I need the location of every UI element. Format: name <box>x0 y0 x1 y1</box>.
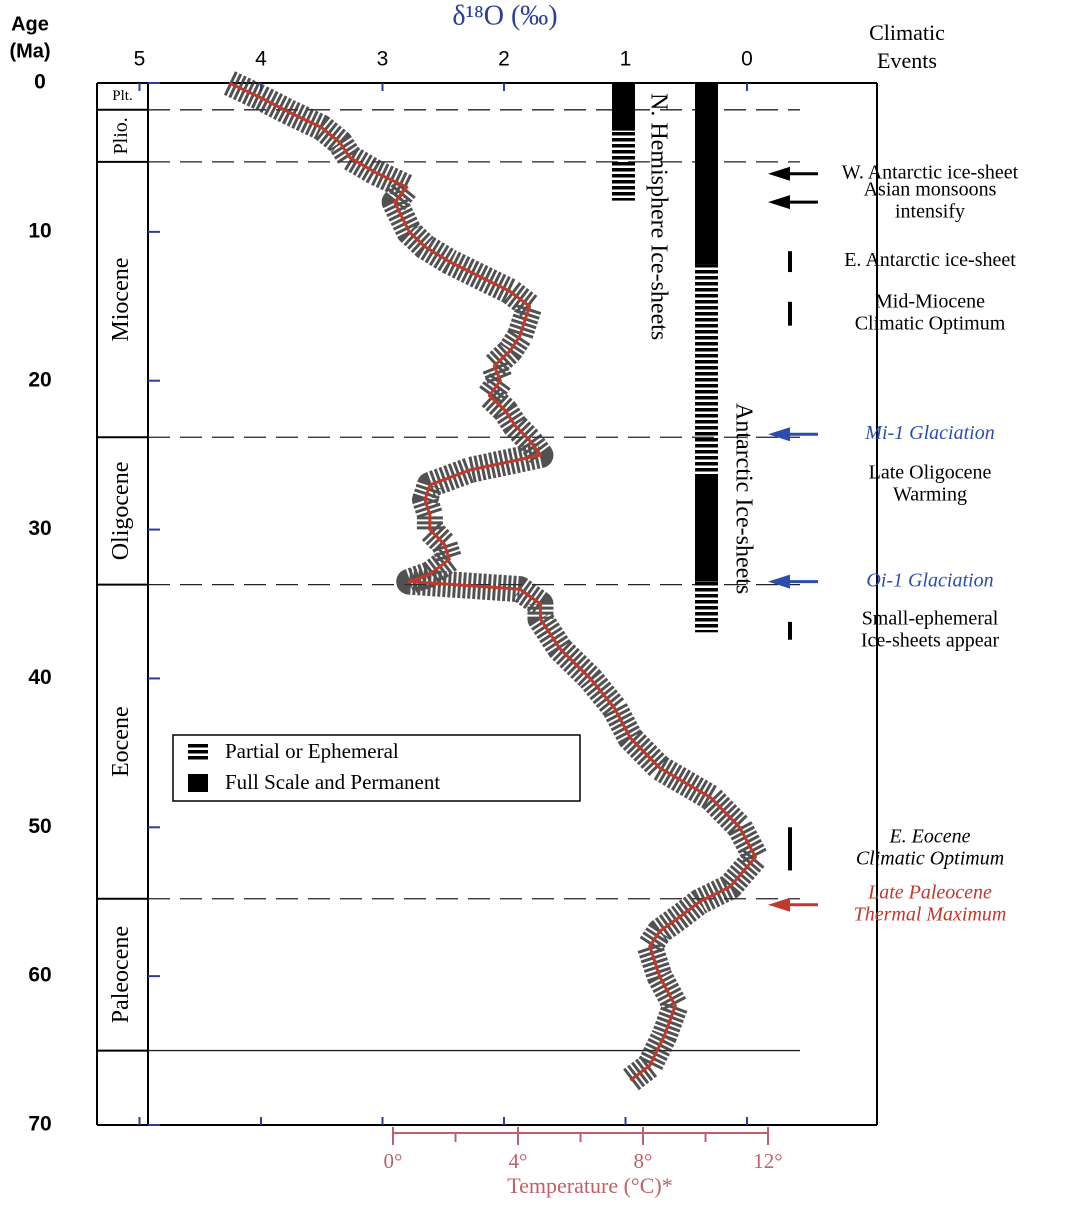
y-tick-label: 70 <box>28 1113 51 1136</box>
epoch-label: Plio. <box>110 117 132 154</box>
legend-swatch <box>188 774 208 792</box>
event-label: intensify <box>895 201 965 223</box>
events-title: Events <box>877 48 937 73</box>
ice-sheet-bar <box>612 130 635 201</box>
ice-sheet-bar <box>695 474 718 582</box>
y-tick-label: 0 <box>34 71 46 94</box>
x2-tick-label: 8° <box>634 1149 653 1173</box>
y-axis-label: (Ma) <box>9 40 50 62</box>
x-tick-label: 5 <box>134 48 146 71</box>
ice-sheet-bar <box>695 264 718 475</box>
event-label: Ice-sheets appear <box>861 629 1000 651</box>
x-tick-label: 3 <box>377 48 389 71</box>
event-label: Thermal Maximum <box>854 903 1007 925</box>
x-tick-label: 0 <box>741 48 753 71</box>
events-title: Climatic <box>869 20 945 45</box>
x-tick-label: 2 <box>498 48 510 71</box>
event-arrowhead <box>768 574 790 589</box>
epoch-label: Plt. <box>112 88 132 104</box>
x2-tick-label: 0° <box>384 1149 403 1173</box>
legend-swatch <box>188 743 208 761</box>
x-tick-label: 4 <box>255 48 267 71</box>
legend-label: Partial or Ephemeral <box>225 739 399 763</box>
event-label: Climatic Optimum <box>856 847 1004 869</box>
legend-label: Full Scale and Permanent <box>225 770 440 794</box>
epoch-label: Miocene <box>108 258 134 342</box>
ice-sheet-bar <box>612 83 635 131</box>
event-arrowhead <box>768 897 790 912</box>
y-tick-label: 30 <box>28 517 51 540</box>
epoch-label: Paleocene <box>108 926 134 1023</box>
event-label: Oi-1 Glaciation <box>866 569 993 591</box>
y-tick-label: 50 <box>28 815 51 838</box>
legend-box <box>172 734 581 802</box>
x2-tick-label: 12° <box>753 1149 782 1173</box>
data-cloud <box>223 71 769 1091</box>
event-label: Mid-Miocene <box>875 290 985 312</box>
x2-tick-label: 4° <box>509 1149 528 1173</box>
ice-sheet-bar <box>695 581 718 633</box>
ice-sheet-label: N. Hemisphere Ice-sheets <box>645 93 671 340</box>
event-arrowhead <box>768 427 790 442</box>
x-tick-label: 1 <box>620 48 632 71</box>
ice-sheet-label: Antarctic Ice-sheets <box>730 403 756 594</box>
event-label: E. Eocene <box>888 825 970 847</box>
event-arrowhead <box>768 195 790 210</box>
event-label: W. Antarctic ice-sheet <box>842 161 1019 183</box>
event-label: Warming <box>893 484 967 506</box>
event-label: Climatic Optimum <box>855 312 1006 334</box>
event-label: Late Oligocene <box>869 462 992 484</box>
event-label: E. Antarctic ice-sheet <box>844 249 1016 271</box>
event-label: Late Paleocene <box>867 881 992 903</box>
x2-axis-label: Temperature (°C)* <box>507 1173 672 1198</box>
ice-sheet-bar <box>695 83 718 265</box>
event-arrowhead <box>768 166 790 181</box>
y-tick-label: 60 <box>28 964 51 987</box>
event-label: Small-ephemeral <box>862 607 999 629</box>
y-axis-label: Age <box>11 13 49 35</box>
smoothed-line <box>228 81 757 1082</box>
chart-title: δ¹⁸O (‰) <box>452 0 557 31</box>
y-tick-label: 10 <box>28 219 51 242</box>
y-tick-label: 20 <box>28 368 51 391</box>
y-tick-label: 40 <box>28 666 51 689</box>
event-label: Mi-1 Glaciation <box>864 422 994 444</box>
epoch-label: Eocene <box>108 706 134 777</box>
epoch-label: Oligocene <box>108 462 134 561</box>
event-label: Asian monsoons <box>864 179 997 201</box>
